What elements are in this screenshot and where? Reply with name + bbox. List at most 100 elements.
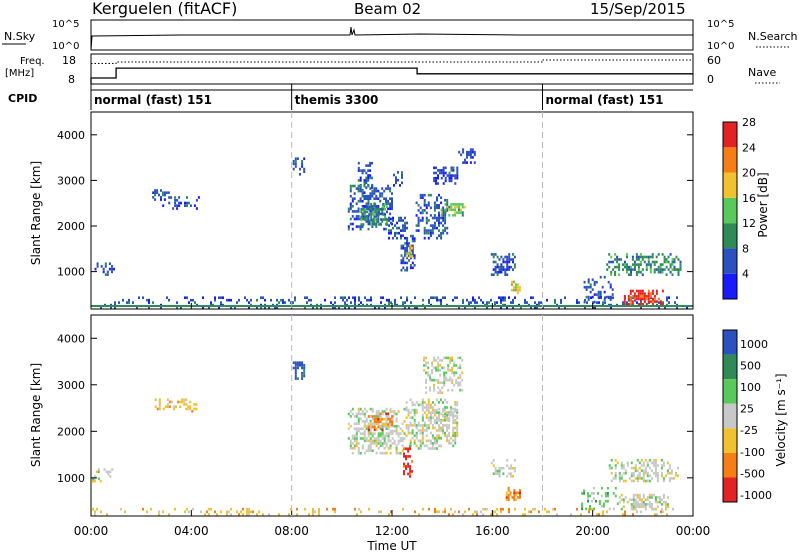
scatter-cell — [158, 405, 161, 408]
scatter-cell — [370, 205, 373, 209]
scatter-cell — [379, 434, 382, 438]
scatter-cell — [373, 205, 376, 208]
scatter-cell — [512, 475, 514, 478]
scatter-cell — [204, 513, 206, 516]
scatter-cell — [301, 374, 304, 378]
scatter-cell — [379, 444, 382, 448]
scatter-cell — [423, 444, 426, 448]
scatter-cell — [156, 407, 159, 411]
scatter-cell — [446, 411, 449, 414]
scatter-cell — [407, 424, 410, 427]
scatter-cell — [623, 297, 626, 301]
scatter-cell — [446, 198, 449, 202]
scatter-cell — [433, 442, 436, 445]
scatter-cell — [654, 507, 657, 511]
scatter-cell — [368, 220, 371, 224]
scatter-cell — [388, 224, 390, 227]
scatter-cell — [644, 498, 647, 501]
scatter-cell — [634, 503, 637, 506]
scatter-cell — [636, 500, 639, 504]
scatter-cell — [433, 403, 436, 407]
scatter-cell — [357, 215, 360, 218]
scatter-cell — [646, 461, 649, 465]
scatter-cell — [400, 268, 403, 272]
scatter-cell — [597, 295, 600, 299]
scatter-cell — [357, 179, 360, 182]
scatter-cell — [365, 417, 368, 421]
scatter-cell — [532, 296, 534, 299]
scatter-cell — [385, 427, 388, 430]
colorbar-swatch — [723, 147, 737, 173]
scatter-cell — [228, 510, 230, 514]
scatter-cell — [377, 197, 380, 200]
scatter-cell — [456, 429, 459, 432]
scatter-cell — [111, 265, 113, 268]
scatter-cell — [538, 301, 540, 304]
scatter-cell — [304, 296, 306, 299]
scatter-cell — [383, 442, 386, 445]
scatter-cell — [500, 306, 502, 309]
scatter-cell — [664, 306, 666, 309]
scatter-cell — [366, 205, 369, 209]
scatter-cell — [618, 474, 621, 478]
scatter-cell — [395, 176, 397, 179]
scatter-cell — [358, 298, 360, 302]
scatter-cell — [409, 442, 412, 445]
scatter-cell — [452, 203, 455, 206]
scatter-cell — [375, 439, 378, 443]
scatter-cell — [411, 237, 414, 240]
scatter-cell — [303, 364, 306, 367]
scatter-cell — [630, 466, 633, 470]
scatter-cell — [404, 247, 407, 250]
scatter-cell — [413, 434, 416, 437]
scatter-cell — [374, 223, 377, 226]
scatter-cell — [394, 301, 396, 304]
scatter-cell — [435, 439, 438, 443]
scatter-cell — [500, 298, 502, 302]
scatter-cell — [639, 292, 642, 295]
scatter-cell — [591, 499, 593, 503]
scatter-cell — [248, 306, 250, 309]
scatter-cell — [377, 205, 380, 208]
scatter-cell — [446, 174, 449, 177]
scatter-cell — [248, 507, 250, 511]
scatter-cell — [228, 298, 230, 302]
scatter-cell — [594, 306, 596, 309]
scatter-cell — [513, 255, 516, 259]
scatter-cell — [405, 255, 408, 258]
scatter-cell — [351, 451, 354, 455]
scatter-cell — [599, 275, 602, 279]
scatter-cell — [652, 459, 655, 462]
colorbar-swatch — [723, 428, 737, 453]
scatter-cell — [436, 198, 438, 202]
scatter-cell — [507, 496, 510, 499]
scatter-cell — [440, 171, 443, 175]
scatter-cell — [363, 424, 366, 428]
scatter-cell — [436, 226, 438, 230]
scatter-cell — [438, 216, 440, 220]
scatter-cell — [396, 236, 398, 240]
scatter-cell — [176, 207, 179, 210]
scatter-cell — [508, 255, 511, 259]
scatter-cell — [402, 247, 405, 250]
scatter-cell — [411, 408, 414, 412]
scatter-cell — [498, 296, 500, 299]
scatter-cell — [389, 420, 392, 424]
scatter-cell — [108, 262, 111, 265]
scatter-cell — [330, 301, 332, 304]
scatter-cell — [371, 439, 374, 443]
scatter-cell — [431, 401, 434, 404]
scatter-cell — [226, 510, 228, 514]
scatter-cell — [349, 184, 352, 188]
scatter-cell — [397, 439, 400, 443]
scatter-cell — [402, 259, 405, 262]
scatter-cell — [193, 204, 196, 207]
scatter-cell — [648, 505, 651, 508]
scatter-cell — [502, 265, 505, 269]
scatter-cell — [360, 510, 362, 514]
scatter-cell — [244, 296, 246, 299]
scatter-cell — [379, 212, 382, 216]
scatter-cell — [440, 301, 442, 304]
